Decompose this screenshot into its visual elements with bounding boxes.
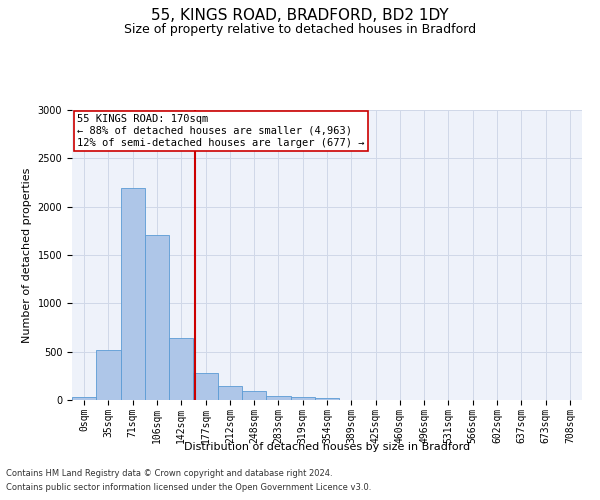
Bar bbox=[96, 350, 121, 400]
Bar bbox=[121, 188, 145, 400]
Text: 55, KINGS ROAD, BRADFORD, BD2 1DY: 55, KINGS ROAD, BRADFORD, BD2 1DY bbox=[151, 8, 449, 22]
Bar bbox=[218, 386, 242, 400]
Bar bbox=[72, 397, 96, 400]
Bar bbox=[242, 392, 266, 400]
Bar bbox=[290, 397, 315, 400]
Text: Contains public sector information licensed under the Open Government Licence v3: Contains public sector information licen… bbox=[6, 484, 371, 492]
Bar bbox=[193, 373, 218, 400]
Text: Contains HM Land Registry data © Crown copyright and database right 2024.: Contains HM Land Registry data © Crown c… bbox=[6, 468, 332, 477]
Text: Size of property relative to detached houses in Bradford: Size of property relative to detached ho… bbox=[124, 22, 476, 36]
Bar bbox=[315, 398, 339, 400]
Text: Distribution of detached houses by size in Bradford: Distribution of detached houses by size … bbox=[184, 442, 470, 452]
Bar bbox=[145, 234, 169, 400]
Text: 55 KINGS ROAD: 170sqm
← 88% of detached houses are smaller (4,963)
12% of semi-d: 55 KINGS ROAD: 170sqm ← 88% of detached … bbox=[77, 114, 365, 148]
Bar bbox=[169, 338, 193, 400]
Y-axis label: Number of detached properties: Number of detached properties bbox=[22, 168, 32, 342]
Bar bbox=[266, 396, 290, 400]
